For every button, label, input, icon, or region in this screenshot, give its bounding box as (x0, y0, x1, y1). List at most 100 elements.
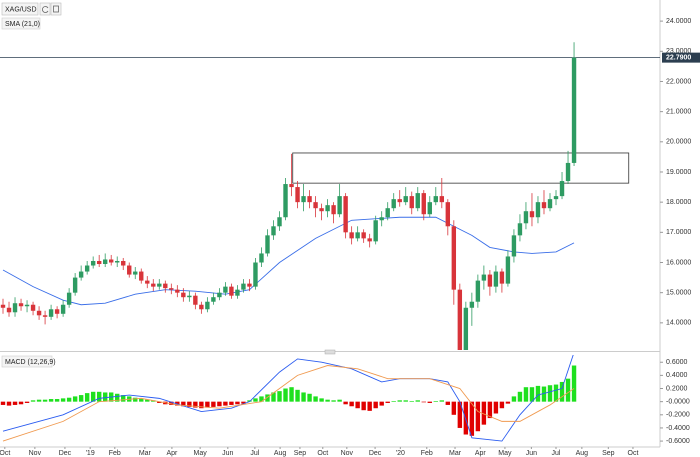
macd-y-tick-label: 0.6000 (666, 359, 688, 366)
sma-line (2, 216, 575, 306)
panel-resize-handle[interactable] (324, 349, 336, 355)
macd-histogram-bar (457, 401, 463, 428)
macd-histogram-bar (433, 401, 438, 402)
macd-histogram-bar (66, 397, 72, 402)
candle-body (0, 304, 6, 308)
x-tick-label: Dec (59, 450, 72, 457)
x-tick-label: Sep (602, 450, 615, 457)
macd-histogram-bar (541, 386, 547, 402)
range-box (292, 152, 630, 184)
x-tick-label: May (498, 450, 512, 457)
candle-body (283, 184, 288, 218)
macd-histogram-bar (295, 389, 300, 402)
macd-histogram-bar (187, 401, 192, 407)
candle-body (115, 260, 120, 263)
x-tick-label: Feb (421, 450, 433, 457)
macd-histogram-bar (265, 394, 270, 402)
y-tick-label: 14.0000 (666, 320, 691, 327)
x-tick-label: Jul (250, 450, 259, 457)
macd-histogram-bar (271, 392, 276, 402)
candle-body (235, 289, 240, 296)
x-tick-label: Apr (475, 450, 487, 457)
x-tick-label: May (194, 450, 208, 457)
macd-histogram-bar (553, 384, 559, 402)
macd-y-tick-label: 0.4000 (666, 372, 688, 379)
x-tick-label: Nov (341, 450, 354, 457)
macd-histogram-bar (493, 401, 499, 414)
candle-body (181, 292, 186, 298)
symbol-box[interactable] (1, 2, 39, 16)
x-tick-label: Aug (576, 450, 589, 457)
macd-histogram-bar (445, 401, 451, 405)
candle-body (247, 283, 252, 287)
macd-histogram-bar (24, 401, 30, 403)
macd-histogram-bar (90, 391, 96, 402)
candle-body (547, 199, 553, 209)
macd-histogram-bar (523, 387, 529, 402)
macd-histogram-bar (313, 396, 318, 402)
macd-histogram-bar (18, 401, 24, 405)
macd-histogram-bar (36, 399, 42, 402)
candle-body (379, 217, 384, 221)
symbol: XAG/USD (5, 6, 37, 13)
candle-body (277, 217, 282, 227)
candle-body (487, 274, 493, 287)
macd-histogram-bar (421, 401, 426, 403)
candle-body (325, 205, 330, 212)
candle-body (90, 260, 96, 266)
settings-button[interactable] (50, 2, 62, 16)
macd-histogram-bar (463, 401, 469, 435)
candle-body (72, 277, 78, 293)
macd-legend: MACD (12,26,9) (5, 359, 56, 366)
macd-histogram-bar (241, 401, 246, 404)
macd-legend-box[interactable] (1, 355, 53, 368)
macd-histogram-bar (157, 401, 162, 403)
candle-body (535, 202, 541, 218)
macd-histogram-bar (547, 385, 553, 402)
refresh-button[interactable] (39, 2, 51, 16)
macd-histogram-bar (487, 401, 493, 419)
y-tick-label: 15.0000 (666, 290, 691, 297)
macd-histogram-bar (217, 401, 222, 407)
candle-body (18, 303, 24, 307)
macd-histogram-bar (505, 401, 511, 404)
macd-histogram-bar (247, 400, 252, 402)
candle-body (48, 309, 54, 317)
candle-body (6, 307, 12, 313)
macd-y-tick-label: -0.6000 (666, 438, 690, 445)
candle-body (36, 310, 42, 316)
candle-body (193, 295, 198, 305)
candle-body (211, 297, 216, 302)
candle-body (199, 304, 204, 310)
macd-histogram-bar (115, 393, 120, 402)
x-tick-label: Mar (449, 450, 462, 457)
x-tick-label: Oct (628, 450, 639, 457)
candle-body (463, 307, 469, 350)
candle-body (145, 280, 150, 284)
candle-body (553, 196, 559, 200)
x-tick-label: Mar (139, 450, 152, 457)
candle-body (505, 256, 511, 284)
candle-body (253, 262, 258, 287)
settings-icon (53, 5, 59, 13)
candle-body (151, 283, 156, 287)
macd-histogram-bar (427, 401, 432, 403)
macd-histogram-bar (535, 385, 541, 402)
macd-histogram-bar (48, 399, 54, 402)
price-tag (662, 52, 700, 63)
macd-histogram-bar (331, 400, 336, 402)
macd-histogram-bar (30, 400, 36, 402)
candle-body (295, 187, 300, 203)
macd-histogram-bar (439, 400, 445, 402)
x-tick-label: Feb (109, 450, 121, 457)
macd-y-tick-label: -0.4000 (666, 425, 690, 432)
macd-histogram-bar (355, 401, 360, 409)
sma-legend-box[interactable] (1, 17, 41, 30)
candle-body (391, 199, 396, 209)
candle-body (307, 196, 312, 203)
candle-body (421, 193, 426, 215)
candle-body (60, 304, 66, 314)
x-tick-label: Sep (294, 450, 307, 457)
macd-histogram-bar (84, 393, 90, 402)
